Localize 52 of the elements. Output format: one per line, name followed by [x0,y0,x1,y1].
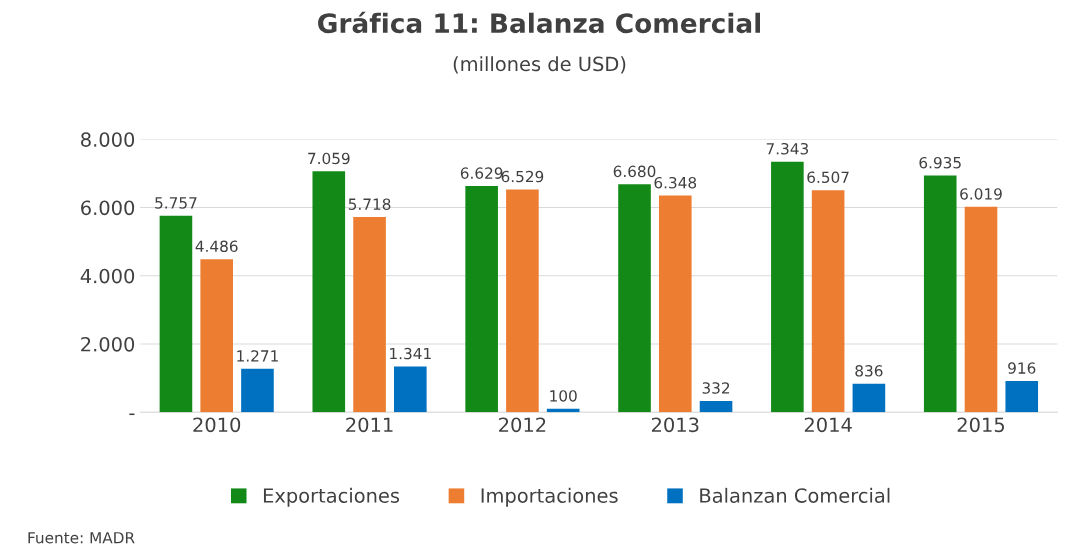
bar [506,189,539,413]
x-tick-label: 2011 [346,417,393,433]
y-tick-label: 2.000 [81,336,135,352]
bar [241,368,274,413]
data-label: 6.019 [960,188,1002,200]
data-label: 7.059 [308,152,350,165]
data-label: 836 [855,365,883,377]
chart-title: Gráfica 11: Balanza Comercial [318,11,761,34]
x-tick-label: 2015 [957,417,1005,433]
legend-label: Exportaciones [263,487,400,507]
bar [159,215,193,413]
data-label: 332 [702,382,730,394]
bar [465,186,498,413]
data-label: 6.507 [807,171,849,184]
bar [699,400,733,413]
data-label: 5.757 [155,197,197,209]
bar [964,206,998,413]
bar [618,184,651,413]
y-tick-label: - [129,413,135,416]
bar [923,175,957,413]
bar [312,171,346,413]
data-label: 6.680 [613,165,656,178]
x-tick-label: 2013 [651,417,699,433]
legend-label: Balanzan Comercial [700,487,890,503]
bar [200,259,233,413]
data-label: 4.486 [195,240,238,253]
data-label: 6.935 [919,156,961,169]
data-label: 100 [550,390,577,402]
bar [658,195,692,413]
bar [852,383,886,413]
y-tick-label: 8.000 [81,132,135,147]
data-label: 1.271 [237,350,278,362]
x-tick-label: 2012 [499,417,546,433]
data-label: 6.529 [501,170,544,183]
bar [771,161,804,413]
y-tick-label: 4.000 [80,268,135,284]
y-tick-label: 6.000 [81,200,135,216]
data-label: 5.718 [348,198,391,210]
bar [353,217,386,413]
legend-label: Importaciones [481,487,618,507]
chart-subtitle: (millones de USD) [453,56,626,74]
bar [394,366,427,413]
data-label: 1.341 [390,347,431,360]
data-label: 6.348 [654,176,697,189]
x-tick-label: 2010 [193,417,241,433]
bar [811,190,845,413]
data-label: 6.629 [460,167,503,179]
data-label: 7.343 [766,142,809,155]
data-label: 916 [1008,362,1036,374]
bar [1005,380,1039,413]
source-note: Fuente: MADR [28,532,135,544]
x-tick-label: 2014 [804,417,852,433]
